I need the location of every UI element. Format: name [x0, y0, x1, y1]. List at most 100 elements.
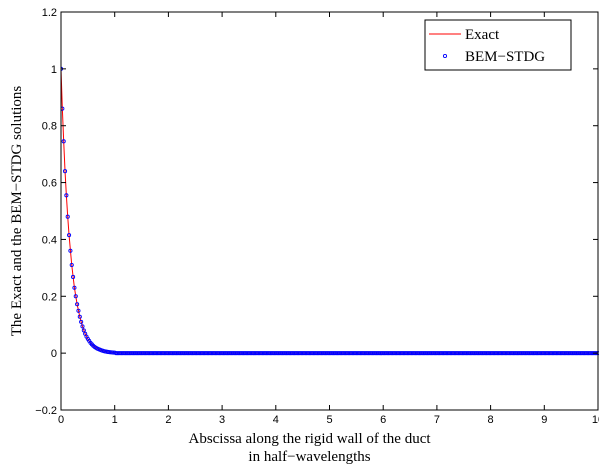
legend: Exact BEM−STDG: [424, 19, 572, 71]
data-point: [418, 351, 423, 356]
data-point: [312, 351, 317, 356]
y-tick-label: 0.8: [42, 121, 57, 133]
data-point: [79, 319, 84, 324]
data-point: [531, 351, 536, 356]
data-point: [75, 302, 80, 307]
data-point: [303, 351, 308, 356]
data-point: [393, 351, 398, 356]
data-point: [144, 351, 149, 356]
data-point: [432, 351, 437, 356]
data-point: [241, 351, 246, 356]
data-point: [522, 351, 527, 356]
data-point: [554, 351, 559, 356]
data-point: [146, 351, 151, 356]
data-point: [336, 351, 341, 356]
data-point: [240, 351, 245, 356]
data-point: [299, 351, 304, 356]
data-point: [571, 351, 576, 356]
data-point: [179, 351, 184, 356]
data-point: [424, 351, 429, 356]
data-point: [119, 351, 124, 356]
data-point: [305, 351, 311, 356]
data-point: [217, 351, 222, 356]
series-layer: [61, 66, 599, 356]
data-point: [148, 351, 153, 356]
data-point: [500, 351, 505, 356]
data-point: [246, 351, 251, 356]
data-point: [80, 324, 85, 329]
data-point: [220, 351, 225, 356]
data-point: [532, 351, 537, 356]
data-point: [398, 351, 403, 356]
data-point: [216, 351, 221, 356]
data-point: [491, 351, 496, 356]
data-point: [118, 351, 123, 356]
data-point: [523, 351, 528, 356]
data-point: [414, 351, 419, 356]
data-point: [501, 351, 507, 356]
data-point: [472, 351, 477, 356]
x-tick-label: 2: [165, 414, 171, 426]
data-point: [128, 351, 133, 356]
data-point: [559, 351, 564, 356]
data-point: [61, 139, 66, 144]
data-point: [213, 351, 218, 356]
data-point: [467, 351, 472, 356]
data-point: [199, 351, 205, 356]
data-point: [257, 351, 262, 356]
data-point: [534, 351, 539, 356]
data-point: [288, 351, 293, 356]
data-point: [264, 351, 269, 356]
data-point: [76, 308, 81, 313]
data-point: [242, 351, 247, 356]
legend-label-exact: Exact: [465, 27, 500, 43]
data-point: [232, 351, 237, 356]
data-point: [265, 351, 270, 356]
data-point: [461, 351, 466, 356]
data-point: [335, 351, 340, 356]
data-point: [569, 351, 574, 356]
data-point: [236, 351, 241, 356]
data-point: [465, 351, 470, 356]
data-point: [577, 351, 582, 356]
data-point: [460, 351, 465, 356]
data-point: [367, 351, 372, 356]
data-point: [233, 351, 238, 356]
data-point: [561, 351, 566, 356]
data-point: [589, 351, 594, 356]
data-point: [567, 351, 572, 356]
data-point: [147, 351, 152, 356]
data-point: [547, 351, 552, 356]
data-point: [135, 351, 140, 356]
data-point: [295, 351, 300, 356]
y-tick-label: 0.2: [42, 291, 57, 303]
data-point: [332, 351, 337, 356]
data-point: [316, 351, 321, 356]
data-point: [390, 351, 395, 356]
data-point: [395, 351, 401, 356]
data-point: [330, 351, 335, 356]
data-point: [328, 351, 333, 356]
data-point: [252, 351, 257, 356]
data-point: [515, 351, 520, 356]
data-point: [160, 351, 166, 356]
data-point: [320, 351, 325, 356]
data-point: [394, 351, 399, 356]
data-point: [323, 351, 328, 356]
data-point: [116, 351, 121, 356]
data-point: [422, 351, 427, 356]
data-point: [308, 351, 313, 356]
data-point: [570, 351, 575, 356]
data-point: [269, 351, 274, 356]
data-point: [505, 351, 511, 356]
data-point: [162, 351, 167, 356]
data-point: [202, 351, 207, 356]
data-point: [381, 351, 386, 356]
data-point: [178, 351, 183, 356]
y-tick-label: 0.4: [42, 234, 57, 246]
data-point: [575, 351, 580, 356]
x-tick-label: 1: [112, 414, 118, 426]
data-point: [362, 351, 367, 356]
x-axis-label-line1: Abscissa along the rigid wall of the duc…: [188, 431, 431, 447]
data-point: [191, 351, 196, 356]
